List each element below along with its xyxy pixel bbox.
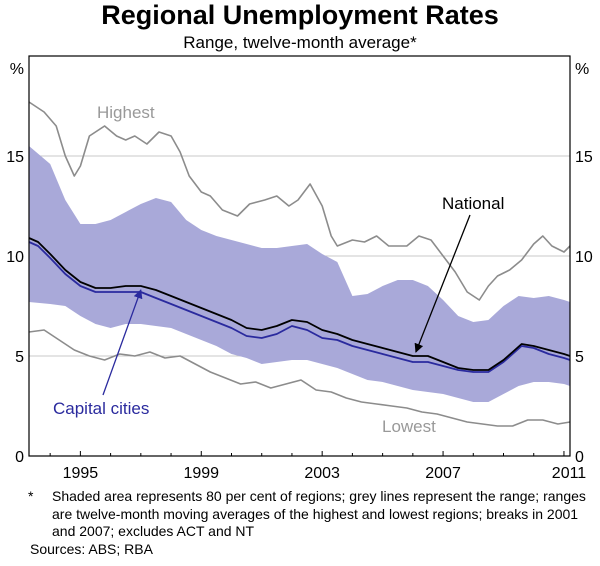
y-tick-label-left: 0 — [15, 449, 24, 466]
label-highest: Highest — [97, 103, 155, 122]
series-labels: Highest Lowest National Capital cities — [53, 103, 504, 436]
label-lowest: Lowest — [382, 417, 436, 436]
plot-area — [28, 101, 571, 427]
footnote-text: Shaded area represents 80 per cent of re… — [52, 488, 586, 539]
x-tick-label: 2003 — [304, 465, 340, 482]
label-national: National — [442, 194, 504, 213]
x-tick-label: 2011 — [552, 465, 587, 482]
y-unit-right: % — [575, 61, 589, 78]
series-national — [28, 237, 571, 371]
y-tick-label-left: 5 — [15, 349, 24, 366]
y-tick-label-right: 15 — [575, 149, 593, 166]
y-tick-label-left: 10 — [6, 249, 24, 266]
series-lowest — [28, 329, 571, 427]
y-tick-label-left: 15 — [6, 149, 24, 166]
y-tick-label-right: 5 — [575, 349, 584, 366]
x-tick-label: 1999 — [183, 465, 219, 482]
plot-frame — [28, 55, 571, 457]
chart-title: Regional Unemployment Rates — [101, 0, 499, 30]
band-80-percent — [29, 146, 570, 402]
y-tick-label-right: 0 — [575, 449, 584, 466]
arrow-capital-cities — [102, 289, 143, 396]
y-unit-left: % — [10, 61, 24, 78]
axes: 0 0 5 5 10 10 15 15% % 1995 1999 2003 2007 2011 — [6, 55, 593, 482]
label-capital-cities: Capital cities — [53, 399, 149, 418]
footnote: * Shaded area represents 80 per cent of … — [28, 488, 590, 541]
x-tick-label: 1995 — [63, 465, 99, 482]
x-tick-label: 2007 — [425, 465, 461, 482]
series-capital-cities — [28, 241, 571, 373]
series-highest — [28, 101, 571, 301]
arrow-national — [414, 214, 471, 353]
sources-note: Sources: ABS; RBA — [30, 541, 153, 557]
chart-subtitle: Range, twelve-month average* — [183, 33, 417, 52]
y-tick-label-right: 10 — [575, 249, 593, 266]
footnote-marker: * — [28, 488, 34, 504]
